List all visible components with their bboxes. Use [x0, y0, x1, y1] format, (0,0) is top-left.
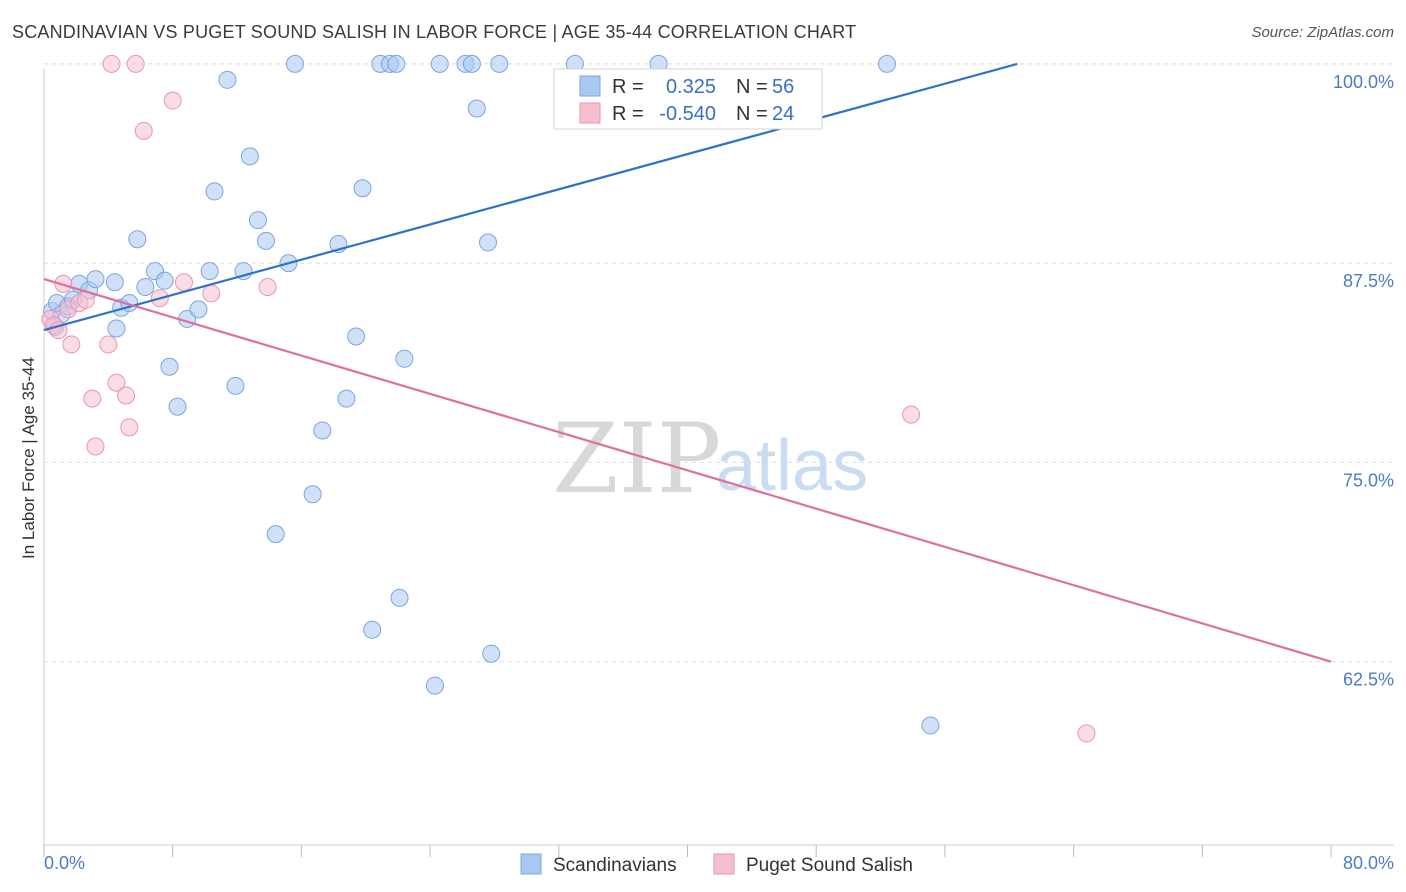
- point-scandinavians-47: [462, 54, 481, 73]
- point-scandinavians-49: [479, 233, 498, 252]
- series-legend: Scandinavians Puget Sound Salish: [520, 853, 913, 876]
- legend-n-value-blue: 56: [772, 76, 794, 98]
- point-scandinavians-44: [425, 676, 444, 695]
- gridlines: [44, 63, 1394, 663]
- point-scandinavians-14: [136, 278, 155, 297]
- series-puget-sound-salish-points: [41, 54, 1096, 743]
- series-legend-swatch-pink: [713, 853, 735, 875]
- y-tick-label-0: 62.5%: [1343, 670, 1394, 690]
- legend-swatch-pink: [579, 102, 601, 124]
- watermark: ZIP atlas: [552, 403, 868, 515]
- point-scandinavians-8: [86, 270, 105, 289]
- point-puget-sound-salish-21: [258, 278, 277, 297]
- point-scandinavians-17: [160, 357, 179, 376]
- series-legend-swatch-blue: [520, 853, 542, 875]
- point-scandinavians-21: [200, 262, 219, 281]
- watermark-zip: ZIP: [552, 403, 721, 515]
- point-puget-sound-salish-23: [1077, 724, 1096, 743]
- legend-n-value-pink: 24: [772, 103, 794, 125]
- point-puget-sound-salish-18: [163, 91, 182, 110]
- point-scandinavians-38: [363, 620, 382, 639]
- chart-title: SCANDINAVIAN VS PUGET SOUND SALISH IN LA…: [12, 22, 857, 42]
- series-scandinavians-points: [43, 54, 940, 735]
- point-scandinavians-29: [266, 525, 285, 544]
- x-ticks: [43, 845, 1332, 857]
- point-puget-sound-salish-12: [107, 373, 126, 392]
- y-tick-label-2: 87.5%: [1343, 271, 1394, 291]
- point-scandinavians-41: [387, 54, 406, 73]
- legend-r-label-blue: R =: [612, 76, 644, 98]
- legend-swatch-blue: [579, 75, 601, 97]
- point-scandinavians-24: [226, 376, 245, 395]
- point-scandinavians-51: [490, 54, 509, 73]
- legend-r-value-blue: 0.325: [666, 76, 716, 98]
- legend-n-label-blue: N =: [736, 76, 768, 98]
- trend-lines: [43, 62, 1332, 663]
- point-scandinavians-16: [155, 271, 174, 290]
- x-tick-label-min: 0.0%: [44, 853, 85, 873]
- point-scandinavians-54: [877, 54, 896, 73]
- y-tick-label-1: 75.0%: [1343, 470, 1394, 490]
- trend-line-scandinavians: [43, 62, 1018, 332]
- point-puget-sound-salish-14: [120, 418, 139, 437]
- point-puget-sound-salish-10: [99, 335, 118, 354]
- point-puget-sound-salish-11: [102, 54, 121, 73]
- legend-r-value-pink: -0.540: [659, 103, 716, 125]
- source-credit: Source: ZipAtlas.com: [1251, 24, 1394, 41]
- point-scandinavians-36: [347, 327, 366, 346]
- point-puget-sound-salish-22: [902, 405, 921, 424]
- point-scandinavians-32: [303, 485, 322, 504]
- point-scandinavians-35: [337, 389, 356, 408]
- point-scandinavians-20: [189, 300, 208, 319]
- legend-n-label-pink: N =: [736, 103, 768, 125]
- watermark-atlas: atlas: [716, 426, 868, 506]
- point-scandinavians-10: [107, 319, 126, 338]
- legend-r-label-pink: R =: [612, 103, 644, 125]
- point-scandinavians-28: [257, 231, 276, 250]
- point-puget-sound-salish-16: [134, 121, 153, 140]
- y-tick-label-3: 100.0%: [1333, 72, 1394, 92]
- series-legend-label-pink: Puget Sound Salish: [746, 855, 913, 876]
- point-puget-sound-salish-15: [126, 54, 145, 73]
- point-puget-sound-salish-13: [117, 386, 136, 405]
- point-scandinavians-42: [390, 588, 409, 607]
- point-scandinavians-23: [218, 70, 237, 89]
- point-scandinavians-50: [482, 644, 501, 663]
- stats-legend: R = 0.325 N = 56 R = -0.540 N = 24: [553, 68, 823, 130]
- series-legend-label-blue: Scandinavians: [553, 855, 677, 876]
- trend-line-puget-sound-salish: [43, 278, 1332, 663]
- x-tick-label-max: 80.0%: [1343, 853, 1394, 873]
- point-scandinavians-26: [240, 147, 259, 166]
- axes: [43, 68, 1394, 846]
- y-axis-label: In Labor Force | Age 35-44: [19, 357, 38, 559]
- point-puget-sound-salish-5: [62, 335, 81, 354]
- point-puget-sound-salish-9: [86, 437, 105, 456]
- point-scandinavians-55: [921, 716, 940, 735]
- point-scandinavians-13: [128, 230, 147, 249]
- point-scandinavians-18: [168, 397, 187, 416]
- point-scandinavians-22: [205, 182, 224, 201]
- point-puget-sound-salish-19: [174, 273, 193, 292]
- y-tick-labels: 62.5% 75.0% 87.5% 100.0%: [1333, 72, 1394, 690]
- point-scandinavians-45: [430, 54, 449, 73]
- point-puget-sound-salish-8: [83, 389, 102, 408]
- point-puget-sound-salish-20: [202, 284, 221, 303]
- point-scandinavians-27: [248, 211, 267, 230]
- point-scandinavians-33: [313, 421, 332, 440]
- point-scandinavians-9: [105, 273, 124, 292]
- point-scandinavians-37: [353, 179, 372, 198]
- point-scandinavians-48: [467, 99, 486, 118]
- point-scandinavians-31: [285, 54, 304, 73]
- point-scandinavians-43: [395, 349, 414, 368]
